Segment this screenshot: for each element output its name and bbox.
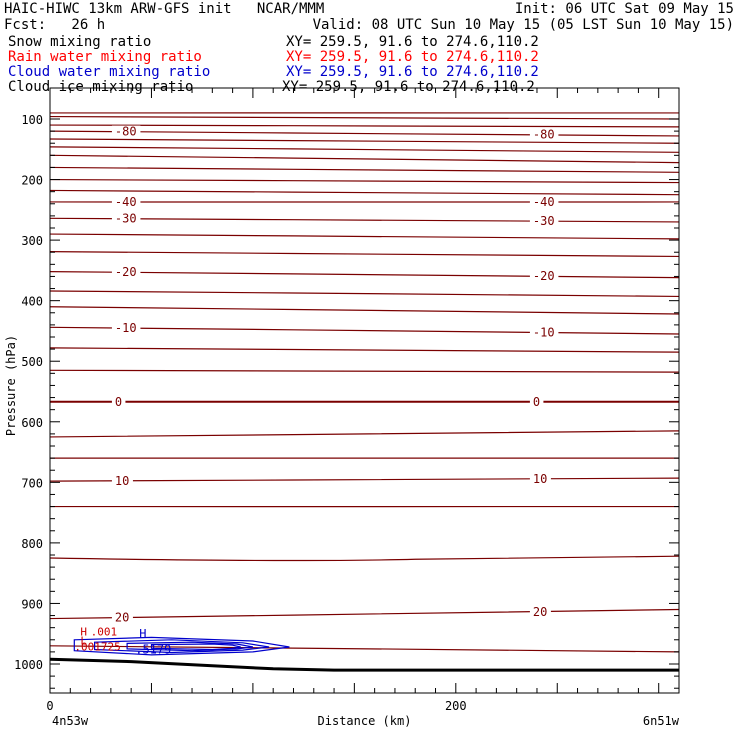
isotherm-line [49, 347, 680, 353]
field-label-rain: Rain water mixing ratio [8, 49, 202, 65]
y-axis-title: Pressure (hPa) [4, 335, 18, 436]
isotherm-label-bg [111, 611, 133, 624]
forecast-hour: Fcst: 26 h [4, 17, 106, 33]
rain-label: L [80, 635, 87, 648]
y-tick-label: 1000 [14, 658, 43, 672]
isotherm-line [49, 178, 680, 184]
cloud-water-contour [73, 636, 290, 656]
cloud-water-contour [93, 639, 270, 654]
corner-label-right: 6n51w [643, 714, 680, 728]
isotherm-line [49, 138, 680, 144]
y-tick-label: 800 [21, 537, 43, 551]
isotherm-label: -30 [533, 214, 555, 228]
isotherm-label-bg [111, 321, 141, 334]
cloud-water-contour [126, 641, 254, 652]
cloud-water-label: H [139, 627, 146, 641]
terrain-line [49, 657, 679, 672]
isotherm-line [49, 124, 680, 128]
isotherm-label: 20 [115, 611, 129, 625]
isotherm-line [49, 154, 680, 164]
isotherm-line [49, 369, 680, 373]
isotherm-line [49, 608, 680, 620]
title-left: HAIC-HIWC 13km ARW-GFS init NCAR/MMM [4, 1, 325, 17]
isotherm-label-bg [529, 195, 559, 208]
isotherm-label: -30 [115, 212, 137, 226]
isotherm-label: -10 [115, 321, 137, 335]
field-label-snow: Snow mixing ratio [8, 34, 152, 50]
isotherm-label-bg [111, 266, 141, 279]
isotherm-label-bg [529, 215, 559, 228]
y-tick-label: 200 [21, 174, 43, 188]
field-xy-cloud-water: XY= 259.5, 91.6 to 274.6,110.2 [286, 64, 539, 80]
isotherm-label: -80 [115, 125, 137, 139]
isotherm-line [49, 555, 680, 562]
y-tick-label: 100 [21, 113, 43, 127]
isotherm-line [49, 645, 680, 653]
plot-frame [49, 87, 680, 694]
isotherm-label-bg [529, 605, 551, 618]
isotherm-line [49, 217, 680, 223]
isotherm-label: 20 [533, 605, 547, 619]
field-label-cloud-ice: Cloud ice mixing ratio [8, 79, 194, 95]
init-time: Init: 06 UTC Sat 09 May 15 [514, 1, 734, 17]
isotherm-line [49, 326, 680, 335]
isotherm-label-bg [111, 474, 133, 487]
rain-label: .001725 [74, 641, 120, 654]
y-tick-label: 400 [21, 295, 43, 309]
field-xy-rain: XY= 259.5, 91.6 to 274.6,110.2 [286, 49, 539, 65]
cloud-water-label: .5179 [135, 643, 171, 657]
isotherm-label: -20 [533, 269, 555, 283]
rain-label: .001 [91, 626, 118, 639]
isotherm-line [49, 233, 680, 240]
isotherm-line [49, 430, 680, 438]
isotherm-line [49, 146, 680, 153]
isotherm-line [49, 306, 680, 315]
isotherm-line [49, 189, 680, 196]
isotherm-line [49, 290, 680, 298]
isotherm-line [49, 251, 680, 258]
corner-label-left: 4n53w [52, 714, 89, 728]
x-tick-label: 200 [445, 699, 467, 713]
rain-label: H [80, 626, 87, 639]
isotherm-label: -80 [533, 128, 555, 142]
isotherm-label-bg [111, 395, 126, 408]
isotherm-label-bg [111, 195, 141, 208]
isotherm-label: 0 [115, 395, 122, 409]
isotherm-line [49, 166, 680, 173]
x-axis-title: Distance (km) [318, 714, 412, 728]
field-xy-snow: XY= 259.5, 91.6 to 274.6,110.2 [286, 34, 539, 50]
isotherm-line [49, 130, 680, 137]
field-xy-cloud-ice: XY= 259.5, 91.6 to 274.6,110.2 [282, 79, 535, 95]
isotherm-label-bg [111, 125, 141, 138]
isotherm-label: -20 [115, 265, 137, 279]
isotherm-label-bg [529, 395, 544, 408]
isotherm-label-bg [529, 128, 559, 141]
isotherm-label: 10 [115, 474, 129, 488]
cloud-water-contour [150, 643, 241, 651]
valid-time: Valid: 08 UTC Sun 10 May 15 (05 LST Sun … [312, 17, 734, 33]
y-tick-label: 900 [21, 597, 43, 611]
y-tick-label: 500 [21, 355, 43, 369]
isotherm-line [49, 477, 680, 482]
isotherm-label: 10 [533, 472, 547, 486]
y-tick-label: 300 [21, 234, 43, 248]
isotherm-label-bg [529, 326, 559, 339]
isotherm-line [49, 271, 680, 279]
isotherm-label: 0 [533, 395, 540, 409]
isotherm-line [49, 115, 680, 120]
field-label-cloud-water: Cloud water mixing ratio [8, 64, 211, 80]
y-tick-label: 700 [21, 476, 43, 490]
isotherm-label-bg [111, 212, 141, 225]
x-tick-label: 0 [46, 699, 53, 713]
isotherm-label-bg [529, 472, 551, 485]
isotherm-label: -40 [115, 195, 137, 209]
isotherm-label: -40 [533, 195, 555, 209]
y-tick-label: 600 [21, 416, 43, 430]
isotherm-label: -10 [533, 325, 555, 339]
isotherm-label-bg [529, 270, 559, 283]
